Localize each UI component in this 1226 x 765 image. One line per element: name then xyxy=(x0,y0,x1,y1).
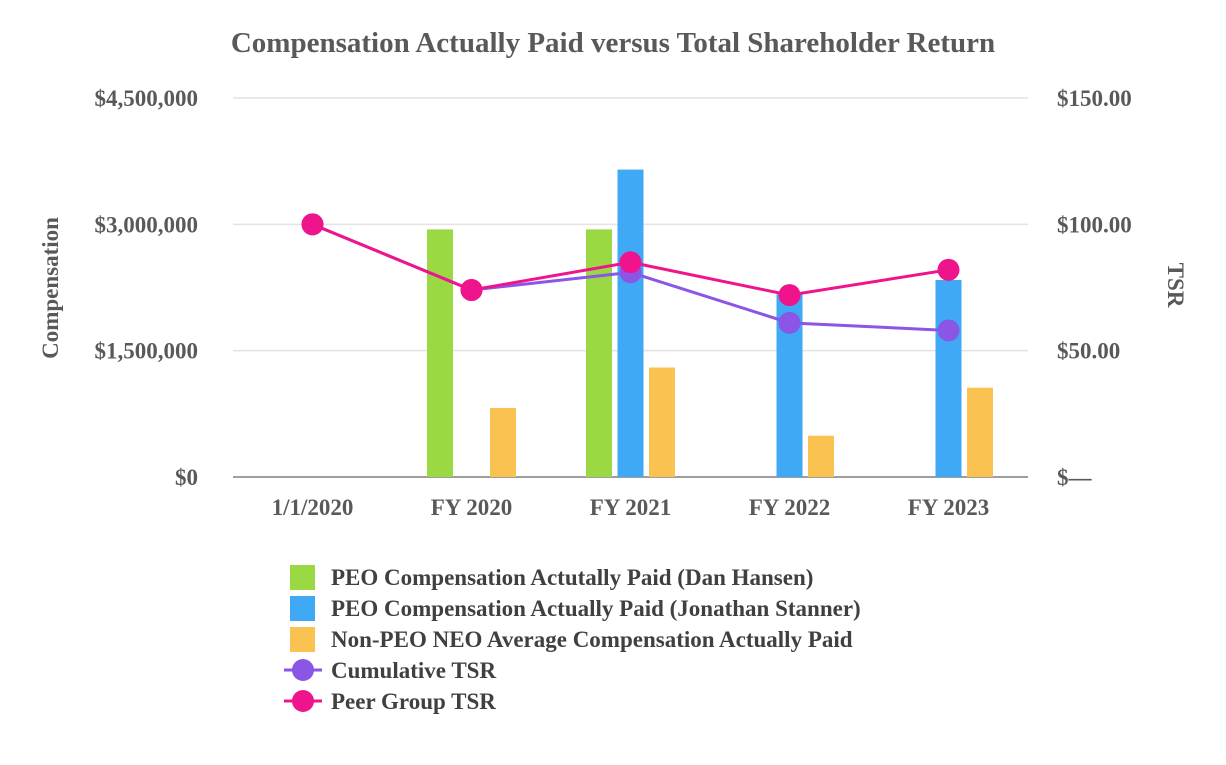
y-tick-label: $4,500,000 xyxy=(95,86,199,111)
x-tick-label: FY 2021 xyxy=(590,495,672,520)
x-tick-label: FY 2020 xyxy=(431,495,513,520)
x-tick-label: FY 2022 xyxy=(749,495,831,520)
data-point xyxy=(301,213,324,236)
legend-label: PEO Compensation Actually Paid (Jonathan… xyxy=(331,596,861,621)
data-point xyxy=(778,311,801,334)
y-tick-label: $3,000,000 xyxy=(95,212,199,237)
data-point xyxy=(619,251,642,274)
legend-label: Non-PEO NEO Average Compensation Actuall… xyxy=(331,627,853,652)
y-tick-label: $1,500,000 xyxy=(95,339,199,364)
data-point xyxy=(937,319,960,342)
y2-tick-label: $50.00 xyxy=(1057,339,1120,364)
legend-marker xyxy=(292,690,314,712)
data-point xyxy=(460,279,483,302)
y-axis-label: Compensation xyxy=(38,217,63,359)
bar xyxy=(427,229,453,477)
bar xyxy=(649,367,675,477)
y2-tick-label: $150.00 xyxy=(1057,86,1132,111)
legend-marker xyxy=(292,659,314,681)
y2-tick-label: $— xyxy=(1057,465,1093,490)
bar xyxy=(617,169,644,478)
chart-title: Compensation Actually Paid versus Total … xyxy=(231,27,995,59)
y2-axis-label: TSR xyxy=(1163,263,1188,308)
y2-tick-label: $100.00 xyxy=(1057,212,1132,237)
x-tick-label: 1/1/2020 xyxy=(272,495,354,520)
data-point xyxy=(937,258,960,281)
legend-swatch xyxy=(290,627,315,652)
bar xyxy=(808,435,834,477)
legend-label: Peer Group TSR xyxy=(331,689,496,714)
bar xyxy=(967,387,993,477)
data-point xyxy=(778,284,801,307)
legend-swatch xyxy=(290,565,315,590)
bar xyxy=(935,279,962,477)
legend-label: Cumulative TSR xyxy=(331,658,496,683)
x-tick-label: FY 2023 xyxy=(908,495,990,520)
legend-swatch xyxy=(290,596,315,621)
legend-label: PEO Compensation Actutally Paid (Dan Han… xyxy=(331,565,813,590)
y-tick-label: $0 xyxy=(175,465,198,490)
bar xyxy=(490,407,516,477)
